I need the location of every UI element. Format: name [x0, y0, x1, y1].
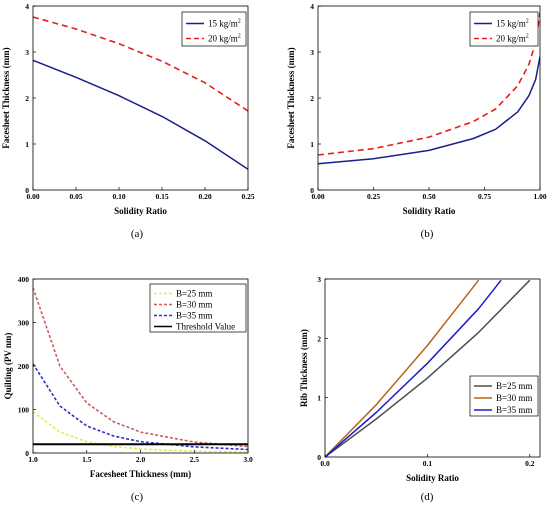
- y-axis-label: Rib Thickness (mm): [299, 329, 309, 407]
- legend-label-sup: 2: [526, 19, 529, 25]
- legend-label: 20 kg/m2: [496, 34, 529, 44]
- y-tick-label: 4: [310, 2, 314, 11]
- x-axis-label: Solidity Ratio: [403, 206, 456, 216]
- chart-panel-1: 0.00 0.05 0.10 0.15 0.20 0.25 0 1 2 3 4 Solidity Ra…: [1, 2, 255, 240]
- y-tick-label: 1: [317, 394, 321, 403]
- legend-label-sup: 2: [526, 34, 529, 40]
- series-line-2: [33, 287, 248, 448]
- x-axis-label: Solidity Ratio: [406, 473, 459, 483]
- y-tick-label: 2: [310, 94, 314, 103]
- legend-label: 20 kg/m2: [208, 34, 241, 44]
- x-tick-label: 0.10: [112, 192, 125, 201]
- legend-label-text: 15 kg/m: [208, 19, 238, 29]
- y-tick-label: 0: [25, 449, 29, 458]
- legend-label-text: B=35 mm: [496, 405, 532, 415]
- legend-label: B=30 mm: [496, 393, 532, 403]
- x-tick-label: 0.25: [367, 192, 380, 201]
- x-tick-label: 0.00: [311, 192, 324, 201]
- legend-label-text: 15 kg/m: [496, 19, 526, 29]
- x-tick-label: 1.0: [28, 455, 38, 464]
- legend-label: B=35 mm: [176, 311, 212, 321]
- series-line-3: [325, 279, 502, 457]
- y-tick-label: 0: [317, 453, 321, 462]
- x-tick-label: 1.5: [82, 455, 92, 464]
- x-tick-label: 0.0: [320, 459, 330, 468]
- x-tick-label: 1.00: [533, 192, 546, 201]
- legend-box: [149, 283, 247, 333]
- legend-label-text: B=30 mm: [496, 393, 532, 403]
- y-tick-label: 0: [310, 186, 314, 195]
- y-tick-label: 400: [18, 275, 30, 284]
- x-tick-label: 0.05: [69, 192, 82, 201]
- x-tick-label: 0.20: [198, 192, 211, 201]
- legend-label: B=35 mm: [496, 405, 532, 415]
- legend-label: 15 kg/m2: [208, 19, 241, 29]
- y-axis-label: Facesheet Thickness (mm): [286, 47, 296, 148]
- legend-label: B=30 mm: [176, 300, 212, 310]
- y-axis-label: Facesheet Thickness (mm): [1, 47, 11, 148]
- plot-frame: [324, 278, 541, 458]
- y-tick-label: 2: [317, 334, 321, 343]
- y-tick-label: 4: [25, 2, 29, 11]
- x-tick-label: 0.25: [241, 192, 254, 201]
- series-line-1: [33, 59, 248, 170]
- panel-label: (b): [421, 228, 434, 240]
- panel-label: (a): [131, 228, 144, 240]
- x-tick-label: 0.2: [525, 459, 535, 468]
- x-tick-label: 0.00: [26, 192, 39, 201]
- y-tick-label: 3: [25, 48, 29, 57]
- series-line-1: [318, 56, 540, 165]
- legend-label-text: B=25 mm: [496, 381, 532, 391]
- series-line-3: [33, 363, 248, 451]
- legend-label: B=25 mm: [176, 289, 212, 299]
- chart-panel-3: 1.0 1.5 2.0 2.5 3.0 0 100 200 300 400 Facesheet Th…: [3, 275, 253, 503]
- y-tick-label: 1: [25, 140, 29, 149]
- y-tick-label: 200: [18, 362, 30, 371]
- legend-label-sup: 2: [238, 19, 241, 25]
- chart-panel-4: 0.0 0.1 0.2 0 1 2 3 Solidity Ratio Rib Thickness…: [299, 275, 541, 503]
- y-tick-label: 3: [317, 275, 321, 284]
- legend-label-text: B=30 mm: [176, 300, 212, 310]
- legend-label: 15 kg/m2: [496, 19, 529, 29]
- legend-box: [469, 11, 539, 47]
- y-tick-label: 0: [25, 186, 29, 195]
- panel-label: (c): [131, 491, 144, 503]
- panel-label: (d): [421, 491, 434, 503]
- series-line-2: [325, 279, 480, 457]
- y-tick-label: 300: [18, 319, 30, 328]
- x-tick-label: 0.50: [422, 192, 435, 201]
- legend-label-text: B=35 mm: [176, 311, 212, 321]
- series-line-2: [318, 12, 540, 156]
- x-tick-label: 0.15: [155, 192, 168, 201]
- series-line-1: [325, 279, 531, 457]
- x-tick-label: 0.75: [478, 192, 491, 201]
- legend-label-text: B=25 mm: [176, 289, 212, 299]
- x-axis-label: Solidity Ratio: [114, 206, 167, 216]
- y-tick-label: 3: [310, 48, 314, 57]
- legend-label-sup: 2: [238, 34, 241, 40]
- legend-label-text: Threshold Value: [176, 322, 235, 332]
- x-tick-label: 3.0: [243, 455, 253, 464]
- x-tick-label: 0.1: [423, 459, 433, 468]
- x-tick-label: 2.5: [190, 455, 200, 464]
- legend-label: Threshold Value: [176, 322, 235, 332]
- y-tick-label: 2: [25, 94, 29, 103]
- x-tick-label: 2.0: [136, 455, 146, 464]
- legend-box: [181, 11, 247, 47]
- y-tick-label: 100: [18, 406, 30, 415]
- x-axis-label: Facesheet Thickness (mm): [90, 469, 191, 479]
- legend-label-text: 20 kg/m: [208, 34, 238, 44]
- series-line-2: [33, 16, 248, 112]
- chart-panel-2: 0.00 0.25 0.50 0.75 1.00 0 1 2 3 4 Solidity Ratio F…: [286, 2, 547, 240]
- series-line-1: [33, 411, 248, 453]
- y-tick-label: 1: [310, 140, 314, 149]
- legend-label-text: 20 kg/m: [496, 34, 526, 44]
- y-axis-label: Quilting (PV nm): [3, 333, 13, 400]
- legend-label: B=25 mm: [496, 381, 532, 391]
